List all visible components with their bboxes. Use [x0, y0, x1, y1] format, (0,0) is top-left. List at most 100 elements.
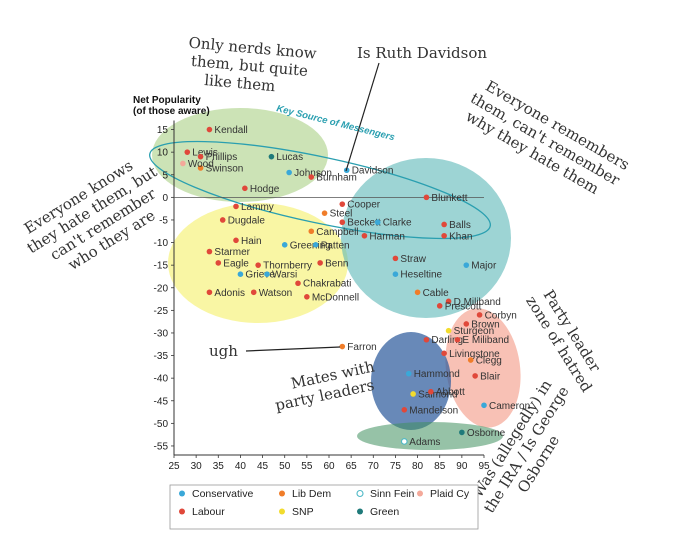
point-label: Wood — [188, 159, 214, 170]
point-corbyn — [476, 312, 483, 318]
point-label: Cable — [423, 288, 450, 299]
point-swinson — [197, 165, 204, 171]
point-brown — [463, 321, 470, 327]
point-blair — [472, 373, 478, 379]
point-lammy — [233, 203, 239, 210]
y-tick-label: -5 — [159, 215, 168, 226]
point-label: Lewis — [192, 148, 218, 159]
y-tick-label: 10 — [157, 148, 169, 159]
point-label: Harman — [369, 231, 405, 242]
legend-marker — [357, 508, 363, 515]
legend-label: Conservative — [192, 488, 253, 500]
legend-box — [169, 484, 479, 530]
point-label: Heseltine — [400, 270, 442, 281]
y-tick-label: -55 — [154, 441, 169, 452]
x-tick-label: 60 — [323, 461, 335, 472]
point-starmer — [206, 248, 213, 255]
point-cable — [414, 289, 421, 296]
point-warsi — [264, 271, 270, 278]
point-label: Blair — [480, 371, 501, 382]
y-tick-label: -50 — [154, 419, 169, 430]
point-major — [463, 262, 470, 268]
legend-label: Labour — [192, 506, 225, 518]
point-salmond — [410, 391, 416, 397]
point-label: Adonis — [214, 288, 245, 299]
point-greening — [281, 242, 288, 248]
point-label: Benn — [325, 258, 348, 269]
legend-marker — [179, 508, 185, 515]
point-label: Johnson — [294, 168, 332, 179]
point-label: Hain — [241, 236, 262, 247]
y-tick-label: -25 — [154, 306, 169, 317]
y-tick-label: -20 — [154, 283, 169, 294]
point-abbott — [428, 388, 434, 395]
point-label: Abbott — [436, 387, 465, 398]
point-adonis — [206, 289, 213, 296]
legend-marker — [417, 490, 423, 497]
point-label: Kendall — [214, 125, 247, 136]
point-d-miliband — [445, 298, 452, 305]
point-label: Brown — [471, 319, 499, 330]
point-label: Osborne — [467, 428, 506, 439]
point-darling — [423, 336, 430, 343]
key-source-loop — [149, 140, 491, 240]
point-label: McDonnell — [312, 292, 359, 303]
y-axis-title-line1: Net Popularity — [133, 95, 201, 106]
point-wood — [180, 160, 186, 167]
x-tick-label: 25 — [168, 461, 180, 472]
point-label: Swinson — [206, 163, 244, 174]
x-tick-label: 90 — [456, 461, 468, 472]
point-label: Starmer — [214, 247, 250, 258]
point-label: Cameron — [489, 401, 530, 412]
point-mandelson — [401, 407, 408, 413]
legend-label: Plaid Cy — [430, 488, 470, 500]
point-hain — [233, 237, 239, 244]
point-straw — [392, 255, 399, 262]
x-tick-label: 45 — [257, 461, 269, 472]
point-label: Darling — [431, 335, 463, 346]
point-beckett — [339, 219, 346, 226]
point-lucas — [268, 153, 275, 160]
point-e-miliband — [454, 336, 461, 343]
legend: Conservative Lib Dem Sinn Fein Plaid Cy Labo… — [179, 488, 470, 518]
x-tick-label: 35 — [213, 461, 225, 472]
point-patten — [312, 242, 319, 248]
legend-label: SNP — [292, 506, 314, 518]
point-label: Lucas — [276, 152, 303, 163]
point-label: D Miliband — [454, 297, 501, 308]
point-thornberry — [255, 262, 261, 268]
legend-marker — [179, 490, 185, 497]
x-tick-label: 80 — [412, 461, 424, 472]
point-label: Hammond — [414, 369, 460, 380]
point-label: Hodge — [250, 184, 280, 195]
y-tick-label: -15 — [154, 261, 169, 272]
point-adams — [400, 438, 408, 445]
cluster-mates — [371, 332, 451, 430]
point-livingstone — [441, 350, 447, 357]
point-sturgeon — [445, 327, 452, 334]
point-label: Greening — [290, 240, 331, 251]
point-label: Adams — [409, 437, 440, 448]
cluster-ira — [357, 422, 503, 450]
x-tick-label: 85 — [434, 461, 446, 472]
cluster-nerds — [152, 108, 328, 202]
axes: 25 30 35 40 45 50 55 60 65 70 75 80 85 90 95151050-5-1… — [154, 120, 490, 472]
point-label: Straw — [400, 254, 426, 265]
cluster-zone — [445, 308, 521, 428]
point-label: Major — [471, 261, 497, 272]
point-label: Cooper — [347, 200, 380, 211]
point-cameron — [481, 402, 487, 409]
y-axis-title-line2: (of those aware) — [133, 106, 210, 117]
point-johnson — [286, 169, 292, 176]
point-label: Beckett — [347, 218, 381, 229]
point-campbell — [308, 228, 315, 235]
point-cooper — [339, 201, 346, 207]
point-label: Livingstone — [449, 349, 500, 360]
point-label: Clegg — [476, 356, 502, 367]
point-clarke — [374, 219, 381, 226]
point-label: Corbyn — [485, 310, 517, 321]
y-tick-label: -30 — [154, 328, 169, 339]
point-osborne — [459, 429, 465, 436]
point-label: Thornberry — [263, 261, 312, 272]
